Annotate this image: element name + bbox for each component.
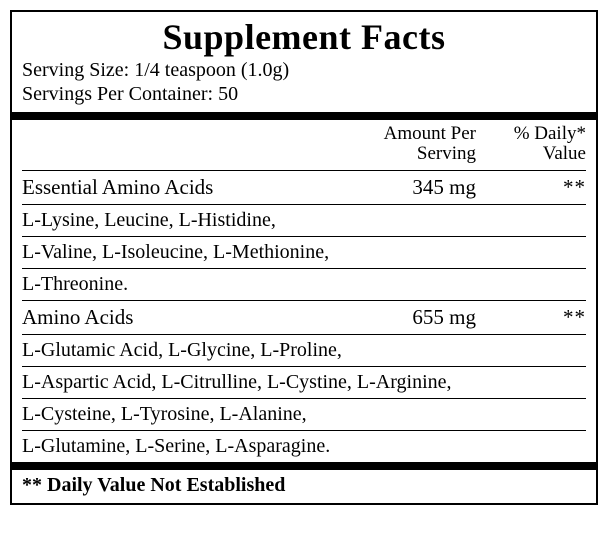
thick-rule-top bbox=[12, 112, 596, 120]
header-dv: % Daily* Value bbox=[476, 124, 586, 164]
header-dv-line1: % Daily* bbox=[476, 124, 586, 144]
group2-line: L-Aspartic Acid, L-Citrulline, L-Cystine… bbox=[12, 367, 596, 398]
group2-line: L-Cysteine, L-Tyrosine, L-Alanine, bbox=[12, 399, 596, 430]
group2-dv: ** bbox=[476, 305, 586, 330]
header-amount-line2: Serving bbox=[326, 144, 476, 164]
group1-header-row: Essential Amino Acids 345 mg ** bbox=[12, 171, 596, 204]
panel-title: Supplement Facts bbox=[12, 12, 596, 58]
group1-line: L-Valine, L-Isoleucine, L-Methionine, bbox=[12, 237, 596, 268]
group2-name: Amino Acids bbox=[22, 305, 326, 330]
group1-amount: 345 mg bbox=[326, 175, 476, 200]
thick-rule-bottom bbox=[12, 462, 596, 470]
header-dv-line2: Value bbox=[476, 144, 586, 164]
group2-amount: 655 mg bbox=[326, 305, 476, 330]
serving-block: Serving Size: 1/4 teaspoon (1.0g) Servin… bbox=[12, 58, 596, 112]
servings-per-container: Servings Per Container: 50 bbox=[22, 82, 586, 106]
serving-size: Serving Size: 1/4 teaspoon (1.0g) bbox=[22, 58, 586, 82]
column-headers: Amount Per Serving % Daily* Value bbox=[12, 120, 596, 170]
header-amount: Amount Per Serving bbox=[326, 124, 476, 164]
group2-line: L-Glutamine, L-Serine, L-Asparagine. bbox=[12, 431, 596, 462]
supplement-facts-panel: Supplement Facts Serving Size: 1/4 teasp… bbox=[10, 10, 598, 505]
header-amount-line1: Amount Per bbox=[326, 124, 476, 144]
footnote: ** Daily Value Not Established bbox=[12, 470, 596, 503]
group2-header-row: Amino Acids 655 mg ** bbox=[12, 301, 596, 334]
group1-line: L-Threonine. bbox=[12, 269, 596, 300]
group1-dv: ** bbox=[476, 175, 586, 200]
group1-line: L-Lysine, Leucine, L-Histidine, bbox=[12, 205, 596, 236]
group2-line: L-Glutamic Acid, L-Glycine, L-Proline, bbox=[12, 335, 596, 366]
group1-name: Essential Amino Acids bbox=[22, 175, 326, 200]
